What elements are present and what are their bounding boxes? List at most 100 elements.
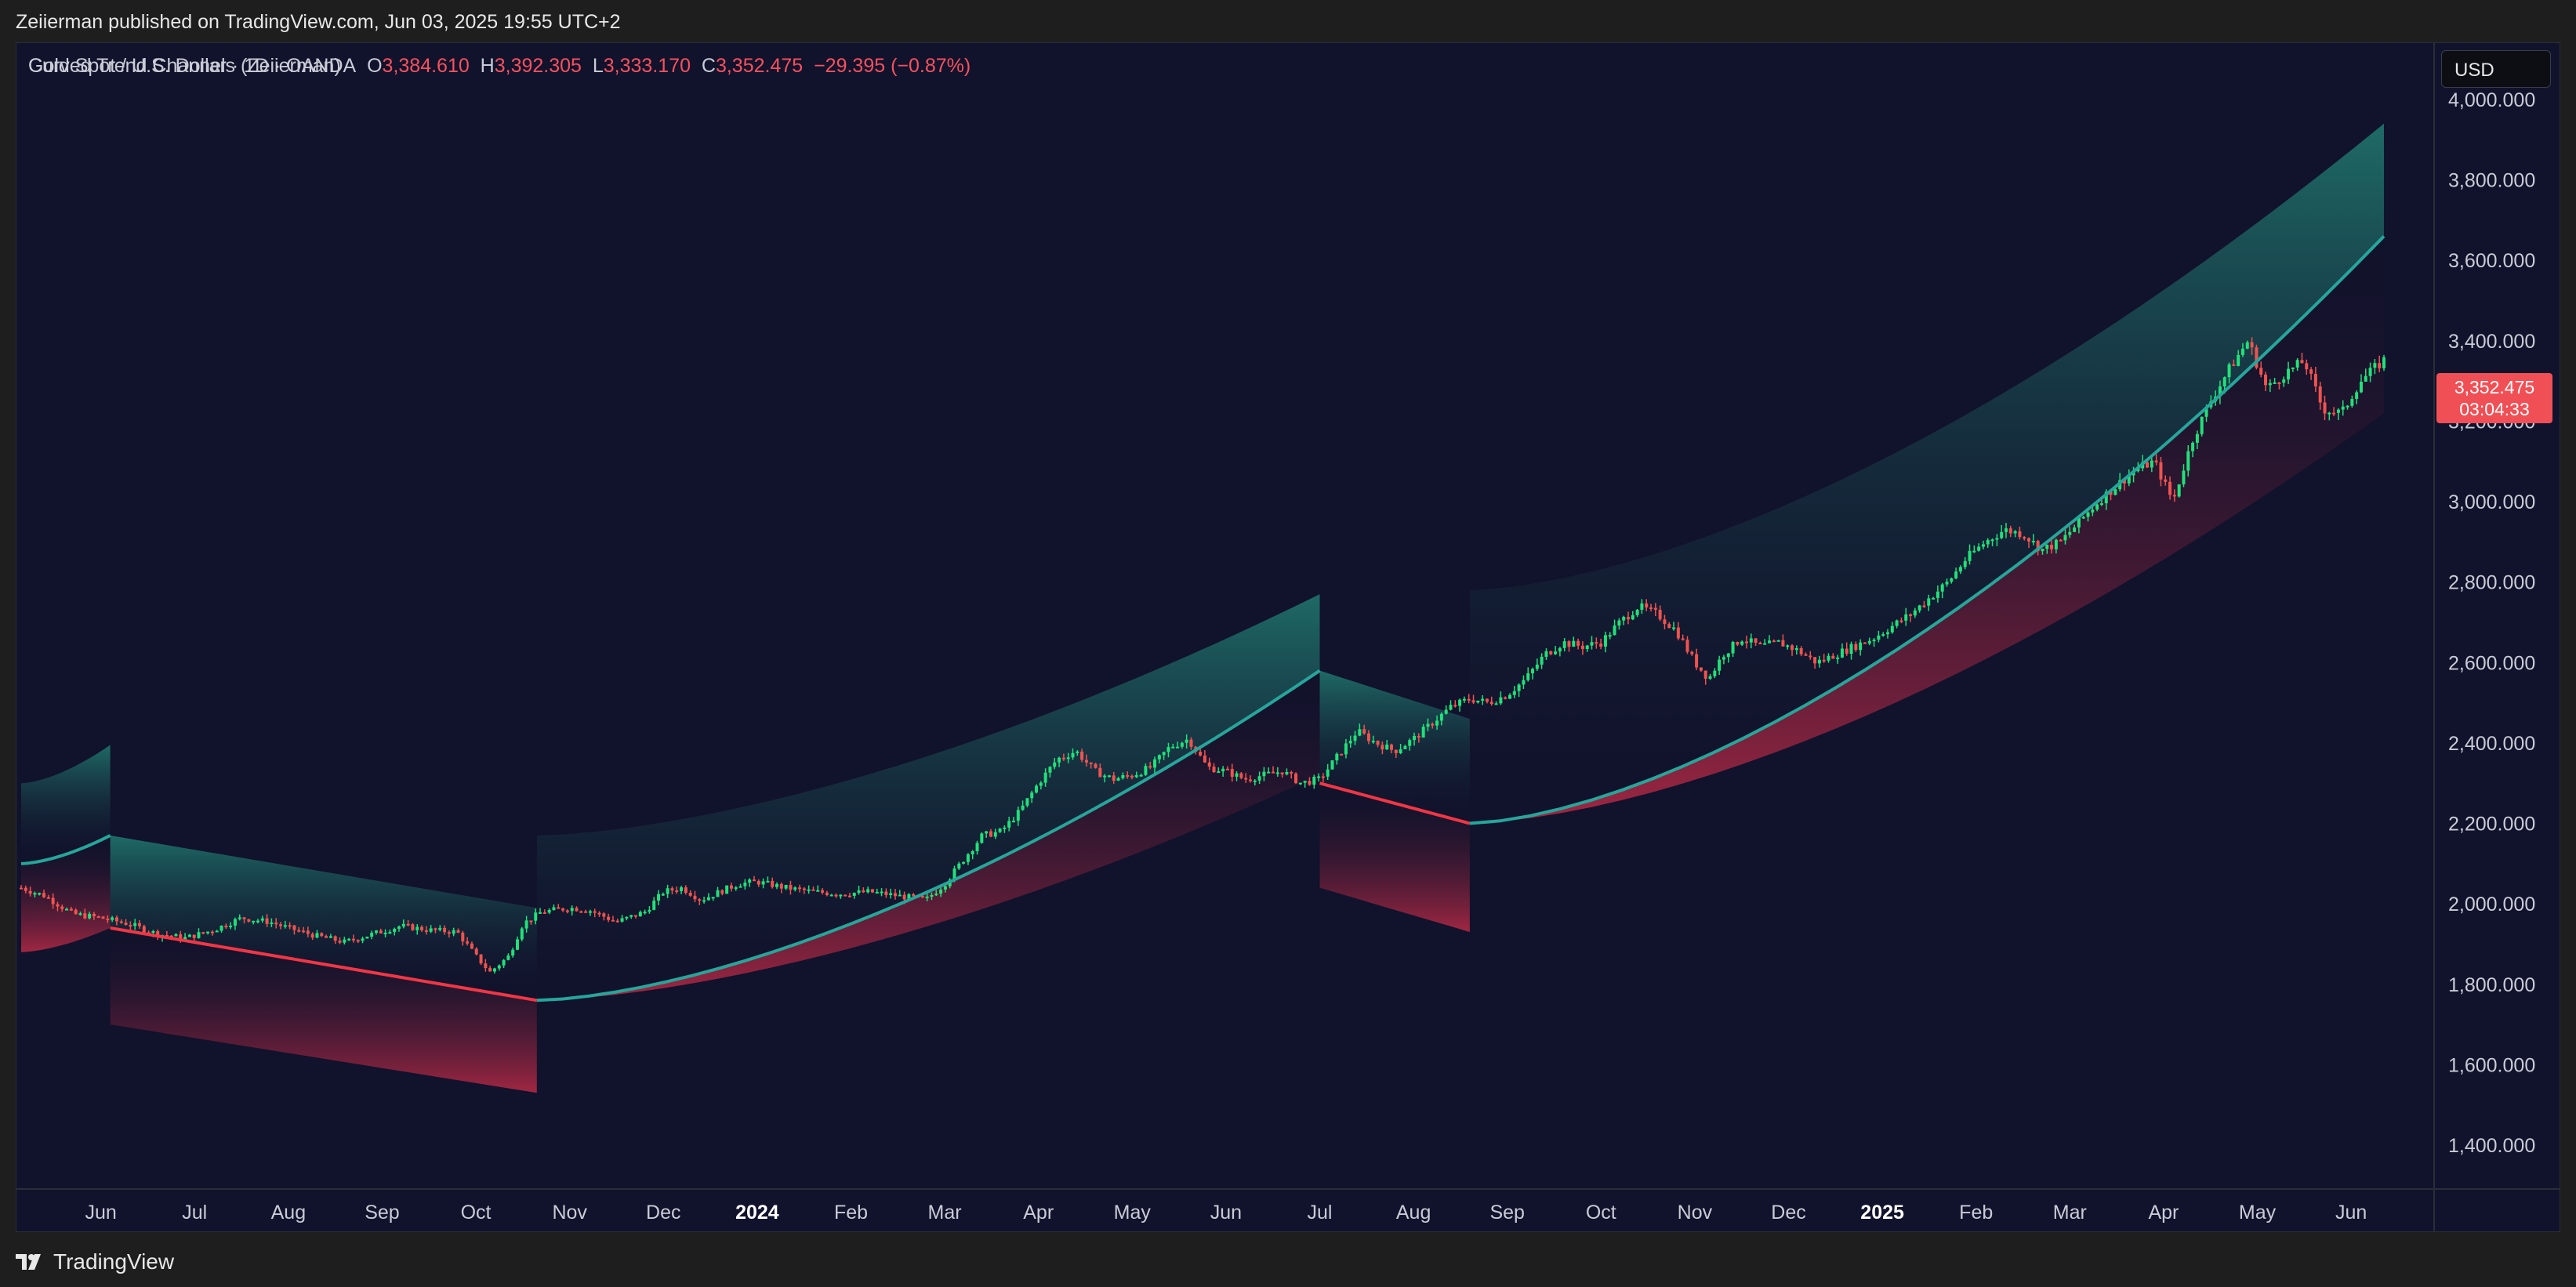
- x-tick-label: Feb: [834, 1202, 868, 1224]
- candle-body: [534, 912, 538, 921]
- candle-body: [1248, 779, 1252, 781]
- channel-midlines: [20, 235, 2386, 1002]
- candle-body: [2273, 382, 2277, 384]
- indicator-legend[interactable]: Curved Trend Channels (Zeiierman): [28, 55, 341, 77]
- candle-body: [56, 904, 60, 907]
- candle-body: [2045, 545, 2049, 549]
- candle-body: [1672, 627, 1676, 629]
- candle-body: [1225, 768, 1229, 770]
- candle-body: [575, 908, 579, 912]
- candle-body: [2305, 363, 2309, 370]
- change-value: −29.395 (−0.87%): [814, 55, 971, 77]
- candle-body: [980, 833, 984, 843]
- candle-body: [657, 894, 661, 901]
- candle-body: [729, 885, 733, 889]
- time-axis[interactable]: Jun Jul Aug Sep Oct Nov Dec 2024 Feb Mar Apr May Jun…: [85, 1202, 2367, 1224]
- candle-body: [989, 831, 992, 837]
- candle-body: [388, 932, 392, 934]
- candle-body: [1635, 609, 1639, 615]
- candle-body: [1595, 642, 1598, 644]
- x-tick-label: Oct: [1586, 1202, 1616, 1224]
- candle-body: [1298, 782, 1302, 785]
- candle-body: [370, 933, 374, 937]
- candle-body: [2259, 368, 2263, 375]
- candle-body: [2164, 479, 2168, 482]
- candle-body: [2099, 503, 2103, 506]
- candle-body: [1822, 659, 1826, 662]
- candle-body: [2218, 386, 2222, 397]
- candle-body: [1863, 642, 1867, 644]
- candle-body: [438, 927, 442, 930]
- candle-body: [1626, 617, 1630, 620]
- candle-body: [1162, 752, 1166, 756]
- candle-body: [539, 912, 542, 914]
- candle-body: [1011, 821, 1015, 823]
- candle-body: [1590, 642, 1594, 646]
- candle-body: [347, 938, 351, 941]
- chart-pane[interactable]: 1,400.000 1,600.000 1,800.000 2,000.000 2,20…: [16, 42, 2560, 1232]
- currency-button[interactable]: USD: [2441, 50, 2551, 88]
- candle-body: [1321, 776, 1325, 778]
- candle-body: [570, 908, 574, 912]
- price-chart[interactable]: 1,400.000 1,600.000 1,800.000 2,000.000 2,20…: [16, 43, 2560, 1231]
- symbol-legend[interactable]: Gold Spot / U.S. Dollar · 1D · OANDA O3,…: [28, 55, 971, 78]
- candle-body: [1403, 745, 1407, 749]
- candle-body: [2150, 460, 2153, 468]
- candle-body: [2027, 538, 2031, 542]
- candle-body: [114, 917, 118, 922]
- candle-body: [328, 936, 332, 938]
- candle-body: [1849, 644, 1853, 654]
- candle-body: [1467, 698, 1471, 701]
- candle-body: [333, 936, 337, 941]
- candle-body: [1804, 654, 1808, 656]
- channel-lower-band: [536, 670, 1320, 1001]
- candle-body: [789, 884, 793, 890]
- symbol-title[interactable]: Gold Spot / U.S. Dollar · 1D · OANDA: [28, 55, 357, 77]
- candle-body: [260, 918, 264, 921]
- candle-body: [1840, 648, 1844, 658]
- candle-body: [1963, 560, 1967, 567]
- high-value: 3,392.305: [494, 55, 582, 77]
- candle-body: [1257, 776, 1261, 781]
- candle-body: [2332, 412, 2336, 415]
- candle-body: [1899, 620, 1903, 622]
- candle-body: [1267, 771, 1271, 774]
- candle-body: [1854, 644, 1858, 651]
- candle-body: [1913, 610, 1917, 616]
- candle-body: [1053, 762, 1057, 767]
- candle-body: [607, 916, 611, 920]
- candle-body: [2300, 360, 2304, 364]
- candle-body: [1940, 584, 1944, 592]
- candle-body: [706, 897, 710, 901]
- candle-body: [1736, 642, 1740, 645]
- candle-body: [1776, 640, 1780, 642]
- candle-body: [1958, 567, 1962, 572]
- candle-body: [1968, 550, 1972, 561]
- candle-body: [1148, 766, 1152, 768]
- x-tick-label: Aug: [1396, 1202, 1431, 1224]
- candle-body: [283, 925, 287, 927]
- high-label: H: [480, 55, 495, 77]
- y-tick-label: 2,400.000: [2448, 733, 2535, 755]
- candle-body: [884, 891, 888, 895]
- candle-body: [2104, 491, 2108, 504]
- candle-body: [1408, 740, 1412, 746]
- candle-body: [957, 863, 961, 869]
- candle-body: [2318, 386, 2322, 403]
- candle-body: [456, 930, 460, 933]
- candle-body: [652, 901, 656, 910]
- candle-body: [515, 939, 519, 950]
- tradingview-logo[interactable]: TradingView: [16, 1249, 174, 1274]
- candle-body: [1253, 780, 1257, 782]
- candle-body: [2282, 379, 2286, 383]
- candle-body: [2146, 462, 2150, 468]
- channel-lower-band: [110, 927, 537, 1093]
- candle-body: [247, 919, 251, 922]
- candle-body: [2250, 342, 2254, 348]
- candle-body: [1681, 638, 1685, 640]
- candle-body: [1754, 638, 1758, 644]
- candle-body: [133, 923, 137, 926]
- price-axis[interactable]: 1,400.000 1,600.000 1,800.000 2,000.000 2,20…: [2448, 89, 2535, 1157]
- candle-body: [557, 907, 561, 909]
- candle-body: [1221, 768, 1225, 772]
